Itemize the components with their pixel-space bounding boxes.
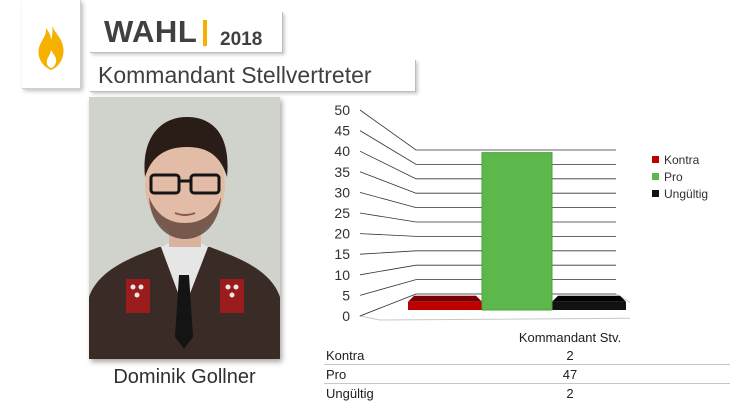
legend-label-kontra: Kontra [664, 152, 700, 167]
bar-top [408, 295, 482, 302]
bar-ungueltig [552, 301, 626, 310]
table-row-value: 47 [410, 364, 730, 384]
y-tick-label: 0 [342, 308, 350, 324]
flame-icon [38, 22, 64, 70]
vote-chart: 0 5 10 15 20 25 30 35 40 45 50 [334, 102, 630, 324]
y-tick-label: 45 [334, 123, 350, 139]
title-box: WAHL 2018 [90, 12, 283, 53]
subtitle-box: Kommandant Stellvertreter [90, 60, 416, 92]
y-tick-label: 20 [334, 226, 350, 242]
bar-top [552, 295, 626, 302]
y-tick-label: 40 [334, 143, 350, 159]
legend-label-pro: Pro [664, 169, 683, 184]
title-separator [203, 20, 207, 46]
bar-pro [481, 152, 553, 311]
bar-kontra [408, 301, 482, 310]
legend-label-ungueltig: Ungültig [664, 186, 709, 201]
legend-item-kontra: Kontra [652, 151, 708, 168]
gridline [359, 109, 616, 151]
y-tick-label: 15 [334, 246, 350, 262]
legend-swatch-pro [652, 173, 659, 180]
candidate-photo [89, 97, 280, 359]
legend-swatch-ungueltig [652, 190, 659, 197]
table-header: Kommandant Stv. [518, 329, 622, 345]
y-tick-label: 25 [334, 205, 350, 221]
chart-legend: Kontra Pro Ungültig [652, 151, 708, 202]
legend-swatch-kontra [652, 156, 659, 163]
table-row-value: 2 [566, 385, 574, 401]
table-row: Pro 47 [324, 364, 730, 384]
table-row: Ungültig 2 [324, 384, 730, 403]
legend-item-pro: Pro [652, 168, 708, 185]
table-row-label: Ungültig [326, 385, 374, 401]
table-row: Kontra 2 [324, 346, 730, 365]
y-tick-label: 5 [342, 287, 350, 303]
y-tick-label: 10 [334, 267, 350, 283]
candidate-name: Dominik Gollner [113, 366, 256, 388]
y-tick-label: 30 [334, 184, 350, 200]
title-year: 2018 [220, 29, 263, 50]
table-row-label: Kontra [324, 346, 410, 365]
chart-data-table: Kommandant Stv. Kontra 2 Pro 47 Ungültig… [324, 328, 730, 402]
page-title: WAHL [104, 14, 198, 49]
page-subtitle: Kommandant Stellvertreter [98, 62, 372, 88]
table-row-value: 2 [410, 346, 730, 365]
y-tick-label: 35 [334, 164, 350, 180]
logo-panel [22, 0, 81, 89]
table-header-row: Kommandant Stv. [324, 328, 730, 346]
legend-item-ungueltig: Ungültig [652, 185, 708, 202]
table-row-label: Pro [324, 364, 410, 384]
y-tick-label: 50 [334, 102, 350, 118]
